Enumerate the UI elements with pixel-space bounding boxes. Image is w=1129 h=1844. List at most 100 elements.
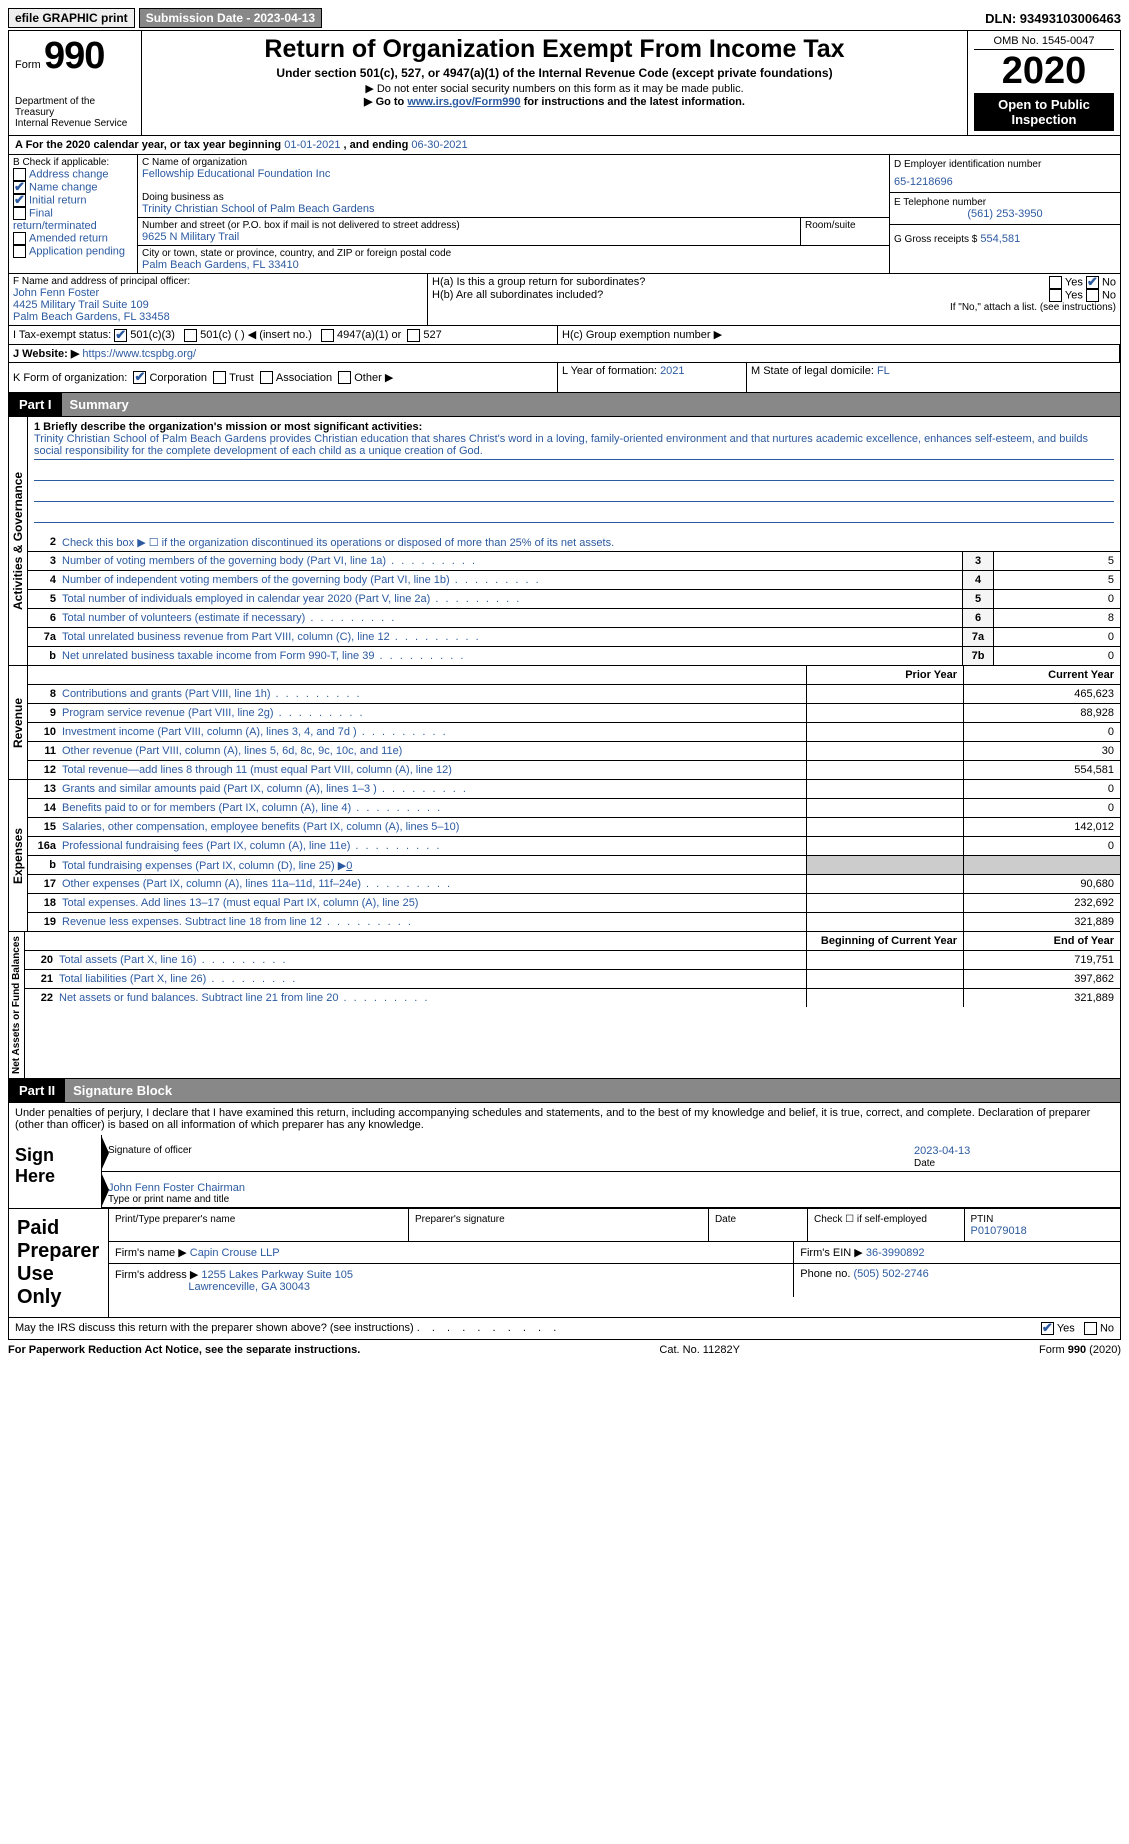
- v7b: 0: [993, 647, 1120, 665]
- current-year-hdr: Current Year: [963, 666, 1120, 684]
- page-footer: For Paperwork Reduction Act Notice, see …: [8, 1340, 1121, 1360]
- part1-header: Part I Summary: [8, 393, 1121, 417]
- dept-irs: Internal Revenue Service: [15, 118, 135, 129]
- cb-527[interactable]: [407, 329, 420, 342]
- lbl-trust: Trust: [229, 372, 254, 384]
- cb-corp[interactable]: [133, 371, 146, 384]
- goto-pre: Go to: [376, 96, 408, 108]
- v6: 8: [993, 609, 1120, 627]
- begin-year-hdr: Beginning of Current Year: [806, 932, 963, 950]
- cb-amended[interactable]: [13, 232, 26, 245]
- lbl-4947: 4947(a)(1) or: [337, 329, 401, 341]
- ha-no[interactable]: [1086, 276, 1099, 289]
- part1-tag: Part I: [9, 393, 62, 416]
- firm-addr2: Lawrenceville, GA 30043: [188, 1281, 310, 1293]
- cb-final-return[interactable]: [13, 207, 26, 220]
- cb-app-pending[interactable]: [13, 245, 26, 258]
- sig-declaration: Under penalties of perjury, I declare th…: [9, 1103, 1120, 1135]
- ein-value: 65-1218696: [894, 170, 1116, 188]
- hb-no[interactable]: [1086, 289, 1099, 302]
- year-formation-value: 2021: [660, 365, 684, 377]
- omb-number: OMB No. 1545-0047: [974, 35, 1114, 50]
- goto-post: for instructions and the latest informat…: [521, 96, 745, 108]
- cb-other[interactable]: [338, 371, 351, 384]
- cb-initial-return[interactable]: [13, 194, 26, 207]
- period-begin: 01-01-2021: [284, 139, 340, 151]
- gross-receipts-label: G Gross receipts $: [894, 234, 977, 245]
- discuss-no[interactable]: [1084, 1322, 1097, 1335]
- side-expenses: Expenses: [9, 780, 28, 931]
- line11: Other revenue (Part VIII, column (A), li…: [62, 745, 402, 757]
- cb-assoc[interactable]: [260, 371, 273, 384]
- firm-phone-label: Phone no.: [800, 1268, 850, 1280]
- v20: 719,751: [963, 951, 1120, 969]
- netassets-section: Net Assets or Fund Balances Beginning of…: [8, 932, 1121, 1079]
- discuss-yes-lbl: Yes: [1057, 1323, 1075, 1335]
- part2-tag: Part II: [9, 1079, 65, 1102]
- v17: 90,680: [963, 875, 1120, 893]
- cb-4947[interactable]: [321, 329, 334, 342]
- open-inspection: Open to Public Inspection: [974, 93, 1114, 131]
- cb-501c[interactable]: [184, 329, 197, 342]
- room-label: Room/suite: [805, 220, 885, 231]
- officer-group-row: F Name and address of principal officer:…: [8, 274, 1121, 326]
- part2-header: Part II Signature Block: [8, 1079, 1121, 1103]
- line16a: Professional fundraising fees (Part IX, …: [62, 840, 350, 852]
- firm-ein: 36-3990892: [866, 1247, 925, 1259]
- line15: Salaries, other compensation, employee b…: [62, 821, 459, 833]
- v22: 321,889: [963, 989, 1120, 1007]
- v3: 5: [993, 552, 1120, 570]
- officer-name: John Fenn Foster: [13, 287, 423, 299]
- preparer-block: Paid Preparer Use Only Print/Type prepar…: [8, 1209, 1121, 1318]
- efile-button[interactable]: efile GRAPHIC print: [8, 8, 135, 28]
- v14: 0: [963, 799, 1120, 817]
- dln-text: DLN: 93493103006463: [985, 11, 1121, 26]
- v9: 88,928: [963, 704, 1120, 722]
- line5: Total number of individuals employed in …: [62, 593, 430, 605]
- phone-value: (561) 253-3950: [894, 208, 1116, 220]
- ha-yes-lbl: Yes: [1065, 276, 1083, 288]
- line18: Total expenses. Add lines 13–17 (must eq…: [62, 897, 418, 909]
- footer-right-b: 990: [1068, 1344, 1086, 1356]
- line10: Investment income (Part VIII, column (A)…: [62, 726, 357, 738]
- tax-status-label: I Tax-exempt status:: [13, 329, 111, 341]
- mission-text: Trinity Christian School of Palm Beach G…: [34, 433, 1114, 460]
- tax-status-row: I Tax-exempt status: 501(c)(3) 501(c) ( …: [8, 326, 1121, 345]
- firm-name: Capin Crouse LLP: [190, 1247, 280, 1259]
- officer-label: F Name and address of principal officer:: [13, 276, 423, 287]
- entity-block: B Check if applicable: Address change Na…: [8, 155, 1121, 274]
- lbl-address-change: Address change: [29, 168, 109, 180]
- ha-label: H(a) Is this a group return for subordin…: [432, 276, 1049, 289]
- cb-trust[interactable]: [213, 371, 226, 384]
- v19: 321,889: [963, 913, 1120, 931]
- v13: 0: [963, 780, 1120, 798]
- irs-link[interactable]: www.irs.gov/Form990: [407, 96, 520, 108]
- form-subtitle: Under section 501(c), 527, or 4947(a)(1)…: [148, 66, 961, 80]
- city-state-zip: Palm Beach Gardens, FL 33410: [142, 259, 885, 271]
- side-governance: Activities & Governance: [9, 417, 28, 665]
- officer-addr1: 4425 Military Trail Suite 109: [13, 299, 423, 311]
- org-name: Fellowship Educational Foundation Inc: [142, 168, 885, 180]
- expenses-section: Expenses 13Grants and similar amounts pa…: [8, 780, 1121, 932]
- prior-year-hdr: Prior Year: [806, 666, 963, 684]
- top-bar: efile GRAPHIC print Submission Date - 20…: [8, 8, 1121, 28]
- v21: 397,862: [963, 970, 1120, 988]
- side-netassets: Net Assets or Fund Balances: [9, 932, 25, 1078]
- ein-label: D Employer identification number: [894, 159, 1116, 170]
- hb-yes[interactable]: [1049, 289, 1062, 302]
- v18: 232,692: [963, 894, 1120, 912]
- tax-year: 2020: [974, 50, 1114, 93]
- cb-501c3[interactable]: [114, 329, 127, 342]
- phone-label: E Telephone number: [894, 197, 1116, 208]
- ha-yes[interactable]: [1049, 276, 1062, 289]
- dept-treasury: Department of the Treasury: [15, 96, 135, 118]
- firm-addr1: 1255 Lakes Parkway Suite 105: [201, 1269, 353, 1281]
- year-formation-label: L Year of formation:: [562, 365, 657, 377]
- discuss-yes[interactable]: [1041, 1322, 1054, 1335]
- submission-date-button[interactable]: Submission Date - 2023-04-13: [139, 8, 322, 28]
- line7a: Total unrelated business revenue from Pa…: [62, 631, 390, 643]
- form-number: 990: [44, 35, 104, 77]
- dba-label: Doing business as: [142, 192, 885, 203]
- lbl-initial-return: Initial return: [29, 194, 86, 206]
- end-year-hdr: End of Year: [963, 932, 1120, 950]
